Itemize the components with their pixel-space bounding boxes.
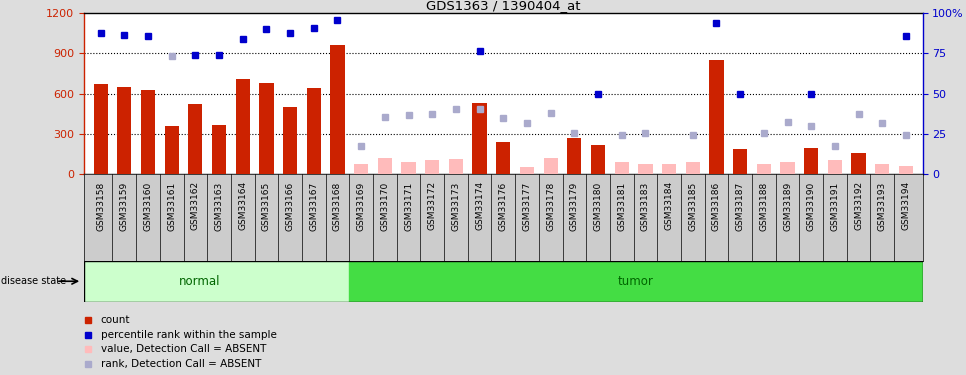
- Text: GSM33161: GSM33161: [167, 181, 176, 231]
- Bar: [141, 90, 156, 174]
- Bar: [662, 164, 676, 174]
- Bar: [117, 87, 131, 174]
- Text: GSM33167: GSM33167: [309, 181, 319, 231]
- Bar: [898, 166, 913, 174]
- Bar: [236, 79, 250, 174]
- Text: GSM33192: GSM33192: [854, 181, 863, 230]
- Bar: [875, 164, 890, 174]
- Text: GSM33190: GSM33190: [807, 181, 815, 231]
- Bar: [804, 147, 818, 174]
- Bar: [330, 45, 345, 174]
- Bar: [402, 162, 415, 174]
- Text: disease state: disease state: [1, 276, 66, 286]
- Text: tumor: tumor: [618, 275, 654, 288]
- Bar: [639, 164, 652, 174]
- Bar: [781, 162, 795, 174]
- Text: GSM33164: GSM33164: [239, 181, 247, 230]
- Text: GSM33165: GSM33165: [262, 181, 270, 231]
- Bar: [283, 107, 298, 174]
- Bar: [425, 160, 440, 174]
- Bar: [733, 149, 748, 174]
- Text: GSM33159: GSM33159: [120, 181, 128, 231]
- Text: value, Detection Call = ABSENT: value, Detection Call = ABSENT: [100, 344, 267, 354]
- Text: GSM33191: GSM33191: [831, 181, 839, 231]
- Text: GSM33180: GSM33180: [593, 181, 603, 231]
- Text: GSM33166: GSM33166: [286, 181, 295, 231]
- Bar: [544, 158, 557, 174]
- Bar: [614, 162, 629, 174]
- Text: GSM33185: GSM33185: [688, 181, 697, 231]
- Bar: [756, 164, 771, 174]
- Text: GSM33174: GSM33174: [475, 181, 484, 230]
- Bar: [709, 60, 724, 174]
- Text: count: count: [100, 315, 130, 325]
- Text: GSM33170: GSM33170: [381, 181, 389, 231]
- Bar: [497, 142, 510, 174]
- Bar: [212, 124, 226, 174]
- Text: GSM33168: GSM33168: [333, 181, 342, 231]
- Bar: [520, 167, 534, 174]
- Title: GDS1363 / 1390404_at: GDS1363 / 1390404_at: [426, 0, 581, 12]
- Bar: [84, 261, 350, 302]
- Bar: [355, 164, 368, 174]
- Text: GSM33177: GSM33177: [523, 181, 531, 231]
- Text: GSM33187: GSM33187: [736, 181, 745, 231]
- Bar: [472, 103, 487, 174]
- Bar: [591, 145, 605, 174]
- Text: GSM33169: GSM33169: [356, 181, 366, 231]
- Text: GSM33193: GSM33193: [878, 181, 887, 231]
- Text: GSM33186: GSM33186: [712, 181, 721, 231]
- Text: GSM33162: GSM33162: [191, 181, 200, 230]
- Text: GSM33188: GSM33188: [759, 181, 768, 231]
- Bar: [306, 88, 321, 174]
- Text: GSM33158: GSM33158: [97, 181, 105, 231]
- Text: GSM33163: GSM33163: [214, 181, 223, 231]
- Bar: [567, 138, 582, 174]
- Text: GSM33183: GSM33183: [640, 181, 650, 231]
- Bar: [378, 158, 392, 174]
- Bar: [188, 105, 203, 174]
- Text: GSM33181: GSM33181: [617, 181, 626, 231]
- Bar: [449, 159, 463, 174]
- Bar: [259, 83, 273, 174]
- Text: GSM33179: GSM33179: [570, 181, 579, 231]
- Text: rank, Detection Call = ABSENT: rank, Detection Call = ABSENT: [100, 359, 261, 369]
- Bar: [828, 160, 842, 174]
- Bar: [164, 126, 179, 174]
- Text: GSM33173: GSM33173: [451, 181, 461, 231]
- Text: GSM33176: GSM33176: [498, 181, 508, 231]
- Bar: [686, 162, 700, 174]
- Bar: [350, 261, 923, 302]
- Text: GSM33178: GSM33178: [546, 181, 555, 231]
- Bar: [851, 153, 866, 174]
- Text: GSM33171: GSM33171: [404, 181, 413, 231]
- Text: percentile rank within the sample: percentile rank within the sample: [100, 330, 276, 339]
- Text: GSM33194: GSM33194: [901, 181, 910, 230]
- Text: GSM33172: GSM33172: [428, 181, 437, 230]
- Text: GSM33189: GSM33189: [783, 181, 792, 231]
- Text: GSM33184: GSM33184: [665, 181, 673, 230]
- Text: normal: normal: [180, 275, 221, 288]
- Text: GSM33160: GSM33160: [144, 181, 153, 231]
- Bar: [94, 84, 108, 174]
